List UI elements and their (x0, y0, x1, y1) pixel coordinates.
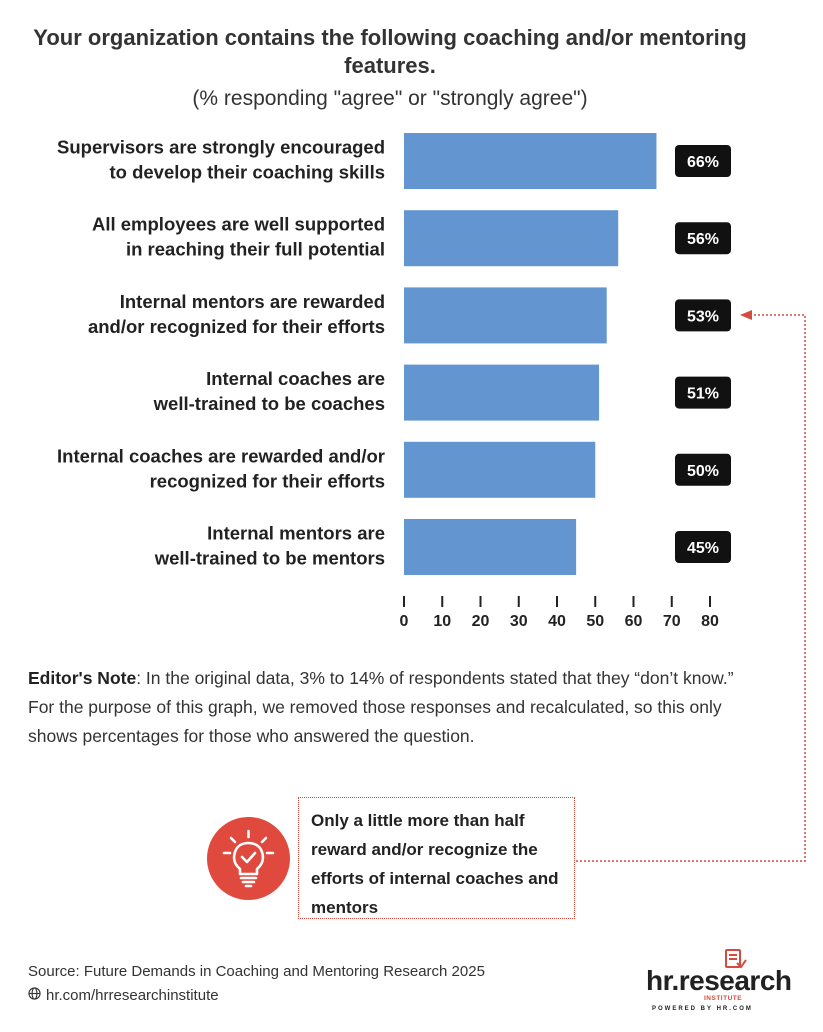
globe-icon (28, 987, 41, 1004)
x-tick-label-7: 70 (663, 613, 681, 630)
chart-title-line1: Your organization contains the following… (33, 25, 747, 50)
x-tick-label-2: 20 (472, 613, 490, 630)
data-label-3: 51% (687, 386, 719, 403)
category-label-5-1: well-trained to be mentors (154, 548, 385, 569)
data-label-0: 66% (687, 154, 719, 171)
bar-5 (404, 519, 577, 575)
data-label-2: 53% (687, 308, 719, 325)
category-label-1-1: in reaching their full potential (126, 239, 385, 260)
logo-document-icon (725, 949, 747, 969)
chart-title-line2: features. (344, 53, 436, 78)
category-label-2-0: Internal mentors are rewarded (120, 291, 385, 312)
callout-box: Only a little more than half reward and/… (298, 797, 575, 919)
x-tick-label-6: 60 (625, 613, 643, 630)
bar-4 (404, 441, 596, 498)
logo-powered-by: POWERED BY HR.COM (652, 1006, 753, 1012)
logo-subtitle: INSTITUTE (704, 995, 743, 1002)
category-label-1-0: All employees are well supported (92, 214, 385, 235)
hr-research-logo: hr.research INSTITUTE POWERED BY HR.COM (646, 948, 792, 1018)
data-label-bg-0 (675, 145, 731, 177)
data-label-4: 50% (687, 463, 719, 480)
x-tick-label-4: 40 (548, 613, 566, 630)
category-label-4-1: recognized for their efforts (150, 470, 385, 491)
source-url[interactable]: hr.com/hrresearchinstitute (28, 987, 219, 1004)
category-label-0-1: to develop their coaching skills (109, 162, 385, 183)
editor-note-label: Editor's Note (28, 668, 137, 688)
x-tick-label-5: 50 (586, 613, 604, 630)
chart-subtitle: (% responding "agree" or "strongly agree… (192, 87, 588, 110)
category-label-2-1: and/or recognized for their efforts (88, 316, 385, 337)
category-label-3-1: well-trained to be coaches (153, 393, 385, 414)
x-tick-label-1: 10 (433, 613, 451, 630)
source-text: Source: Future Demands in Coaching and M… (28, 963, 485, 980)
bar-3 (404, 364, 600, 421)
editor-note: Editor's Note: In the original data, 3% … (28, 664, 748, 751)
category-label-4-0: Internal coaches are rewarded and/or (57, 445, 385, 466)
logo-wordmark: hr.research (646, 965, 792, 996)
callout-text: Only a little more than half reward and/… (311, 811, 559, 917)
data-label-bg-1 (675, 222, 731, 255)
data-label-5: 45% (687, 540, 719, 557)
bar-chart: Supervisors are strongly encouraged to de… (57, 133, 731, 630)
category-label-0-0: Supervisors are strongly encouraged (57, 137, 385, 158)
bar-0 (404, 133, 657, 189)
lightbulb-icon (207, 817, 290, 900)
bar-1 (404, 210, 619, 267)
chart-title: Your organization contains the following… (30, 24, 750, 80)
data-label-1: 56% (687, 231, 719, 248)
x-tick-label-3: 30 (510, 613, 528, 630)
x-tick-label-8: 80 (701, 613, 719, 630)
source-url-text: hr.com/hrresearchinstitute (46, 987, 219, 1004)
bar-2 (404, 287, 607, 344)
x-tick-label-0: 0 (400, 613, 409, 630)
category-label-3-0: Internal coaches are (206, 368, 385, 389)
category-label-5-0: Internal mentors are (207, 523, 385, 544)
